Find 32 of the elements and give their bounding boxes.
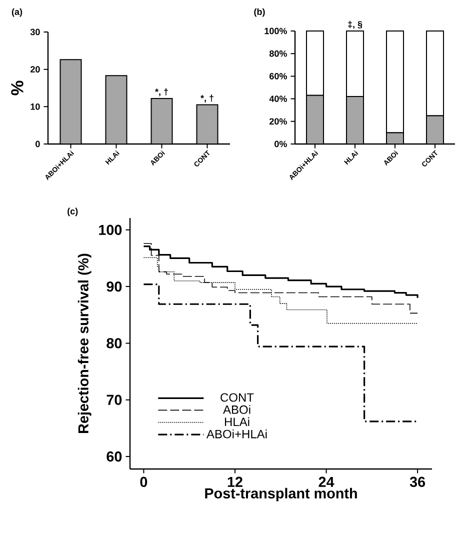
annotation: *, † [200,94,214,103]
y-tick-label: 0% [274,140,287,148]
y-tick-label: 80% [269,50,287,57]
y-tick-label: 60% [270,73,287,80]
y-tick-label: 20 [30,66,40,73]
legend-label: CONT [220,393,254,402]
y-tick-label: 20% [270,118,287,125]
legend-label: ABOi+HLAi [206,430,267,438]
legend-label: HLAi [224,417,250,426]
x-tick-label: 12 [228,476,242,487]
y-tick-label: 60 [106,451,122,462]
chart-title: (a) [12,8,22,17]
y-tick-label: 90 [106,281,122,292]
x-tick-label: 0 [140,476,148,487]
chart-title: (b) [254,8,265,17]
x-axis-title: Post-transplant month [205,488,357,502]
y-tick-label: 10 [30,103,40,110]
y-axis-title: % [11,80,24,96]
x-tick-label: 24 [318,476,334,487]
chart-title: (c) [68,208,78,216]
y-tick-label: 0 [36,140,40,148]
annotation: ‡, § [348,20,362,29]
y-tick-label: 100% [264,28,287,34]
legend-label: ABOi [223,405,250,414]
y-tick-label: 30 [30,28,40,36]
y-tick-label: 80 [106,338,122,348]
y-axis-title: Rejection-free survival (%) [78,254,92,433]
y-tick-label: 100 [99,224,122,235]
y-tick-label: 70 [106,394,122,405]
y-tick-label: 40% [269,96,287,102]
annotation: *, † [155,88,168,96]
x-tick-label: 36 [410,476,426,488]
